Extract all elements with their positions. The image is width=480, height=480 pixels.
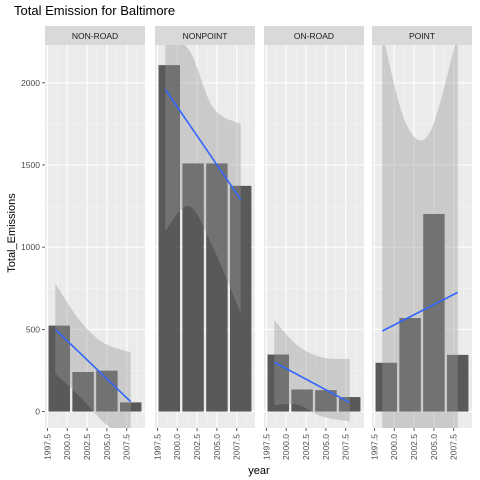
y-tick-label: 1500 [21,160,40,170]
trend-line [381,291,459,332]
x-tick-label: 2000.0 [172,434,182,460]
trend-line [54,328,132,403]
x-tick-label: 2000.0 [389,434,399,460]
facet-strip [264,26,364,45]
confidence-band [382,45,458,428]
y-tick-label: 500 [26,324,40,334]
bar-group [158,65,252,412]
bar [315,390,337,412]
facet-panel-non-road: NON-ROAD 1997.5 2000.0 2002.5 2005.0 2007.5 [42,26,145,460]
y-axis: 0 500 1000 1500 2000 [21,78,45,417]
x-tick-label: 1997.5 [261,434,271,460]
x-tick-label: 2002.5 [192,434,202,460]
trend-line [273,361,351,404]
bar [267,354,289,412]
x-tick-label: 2002.5 [82,434,92,460]
y-tick-label: 1000 [21,242,40,252]
trend-line [164,88,242,200]
bar [375,362,397,412]
confidence-band [274,320,350,422]
facet-strip-label: POINT [409,31,435,41]
bar [206,163,228,412]
bar [158,65,180,412]
x-tick-label: 1997.5 [369,434,379,460]
bar [447,354,469,412]
x-tick-label: 2005.0 [102,434,112,460]
chart-title: Total Emission for Baltimore [14,3,175,18]
x-tick-label: 2005.0 [429,434,439,460]
x-tick-label: 2007.5 [341,434,351,460]
y-tick-label: 0 [35,407,40,417]
facet-panel-nonpoint: NONPOINT 1997.5 2000.0 2002.5 2005.0 2007.5 [152,26,255,460]
bar [339,397,361,412]
x-tick-label: 2000.0 [281,434,291,460]
x-tick-label: 2005.0 [321,434,331,460]
facet-strip-label: NON-ROAD [72,31,118,41]
x-tick-label: 1997.5 [152,434,162,460]
y-tick-label: 2000 [21,78,40,88]
x-tick-label: 2002.5 [409,434,419,460]
bar [182,163,204,412]
facet-strip [155,26,255,45]
bar [423,213,445,412]
bar [120,402,142,412]
facet-strip-label: NONPOINT [183,31,228,41]
confidence-band [55,283,131,428]
confidence-band [165,45,241,313]
facet-strip [372,26,472,45]
x-axis-title: year [248,465,270,477]
x-tick-label: 2000.0 [62,434,72,460]
bar-group [375,213,469,412]
facet-panel-point: POINT 1997.5 2000.0 2002.5 2005.0 2007.5 [369,26,472,460]
bar-group [48,325,142,412]
x-tick-label: 2005.0 [212,434,222,460]
x-tick-label: 2007.5 [449,434,459,460]
bar-group [267,354,361,412]
x-tick-label: 2007.5 [122,434,132,460]
y-axis-title: Total_Emissions [6,193,18,273]
x-tick-label: 2002.5 [301,434,311,460]
facet-panel-on-road: ON-ROAD 1997.5 2000.0 2002.5 2005.0 2007.5 [261,26,364,460]
bar [291,389,313,412]
x-tick-label: 2007.5 [232,434,242,460]
facet-strip [45,26,145,45]
bar [230,185,252,412]
bar [399,317,421,412]
bar [96,370,118,412]
x-tick-label: 1997.5 [42,434,52,460]
bar [72,371,94,412]
facet-strip-label: ON-ROAD [294,31,334,41]
bar [48,325,70,412]
